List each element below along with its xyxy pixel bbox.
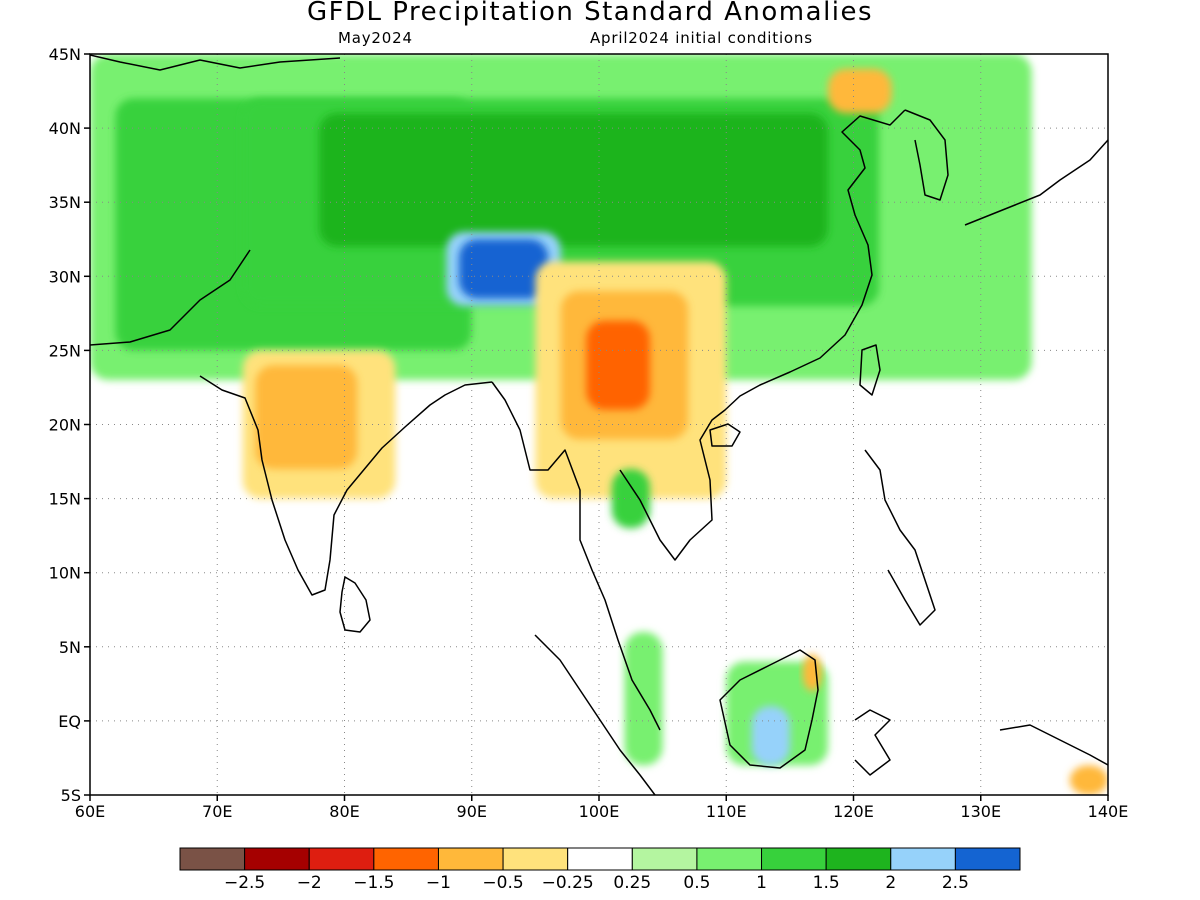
lon-tick-label: 130E xyxy=(960,802,1001,821)
valid-month-label: May2024 xyxy=(338,29,413,47)
colorbar-label: −2.5 xyxy=(224,873,265,893)
lat-tick-label: 20N xyxy=(49,416,81,435)
colorbar-label: −0.5 xyxy=(482,873,523,893)
lon-tick-label: 80E xyxy=(329,802,359,821)
lon-tick-label: 120E xyxy=(833,802,874,821)
coastline-japan xyxy=(964,139,1108,226)
coastline-borneo xyxy=(719,649,819,769)
anomaly-region-13 xyxy=(751,706,790,766)
colorbar: −2.5 −2 −1.5 −1 −0.5 −0.25 0.25 0.5 1 1.5 2 2.5 xyxy=(179,847,1021,893)
lon-tick-label: 100E xyxy=(579,802,620,821)
anomaly-region-7 xyxy=(255,365,358,469)
colorbar-label: 0.5 xyxy=(683,873,710,893)
coastline-sulawesi xyxy=(854,709,891,776)
lat-tick-label: EQ xyxy=(58,712,81,731)
colorbar-label: 1 xyxy=(756,873,767,893)
colorbar-label: 2.5 xyxy=(942,873,969,893)
coastline-india xyxy=(199,375,493,596)
colorbar-label: 0.25 xyxy=(613,873,651,893)
colorbar-label: −2 xyxy=(297,873,322,893)
coastline-hainan xyxy=(709,423,741,447)
lat-tick-label: 45N xyxy=(49,45,81,64)
lat-tick-label: 30N xyxy=(49,267,81,286)
colorbar-swatch xyxy=(437,847,504,871)
axis-ticks: 60E 70E 80E 90E 100E 110E 120E 130E 140E 45N 40N 35… xyxy=(49,45,1129,821)
coastline-philippines xyxy=(864,449,936,626)
colorbar-swatch xyxy=(825,847,892,871)
lon-tick-label: 60E xyxy=(75,802,105,821)
lon-tick-label: 70E xyxy=(202,802,232,821)
colorbar-swatch xyxy=(696,847,763,871)
coastline-south-china xyxy=(619,109,906,561)
lon-tick-label: 140E xyxy=(1088,802,1129,821)
colorbar-label: −1 xyxy=(426,873,451,893)
anomaly-region-5 xyxy=(459,239,549,299)
colorbar-label: 2 xyxy=(885,873,896,893)
plot-area xyxy=(90,54,1108,795)
colorbar-swatch xyxy=(954,847,1021,871)
colorbar-swatch xyxy=(631,847,698,871)
lat-tick-label: 15N xyxy=(49,490,81,509)
lat-tick-label: 35N xyxy=(49,193,81,212)
colorbar-swatch xyxy=(373,847,439,871)
anomaly-layer xyxy=(90,54,1108,795)
coastline-new-guinea xyxy=(999,724,1108,766)
colorbar-label: −0.25 xyxy=(542,873,594,893)
colorbar-swatch xyxy=(308,847,375,871)
anomaly-region-14 xyxy=(802,654,822,692)
colorbar-label: −1.5 xyxy=(353,873,394,893)
lat-tick-label: 25N xyxy=(49,341,81,360)
lat-tick-label: 40N xyxy=(49,119,81,138)
anomaly-region-17 xyxy=(1069,765,1108,795)
coastline-sri-lanka xyxy=(339,576,371,633)
colorbar-swatch xyxy=(567,847,633,871)
lat-tick-label: 5S xyxy=(61,786,81,805)
anomaly-region-3 xyxy=(319,113,829,247)
lat-tick-label: 10N xyxy=(49,564,81,583)
coastline-sumatra xyxy=(534,634,656,795)
colorbar-swatch xyxy=(179,847,246,871)
colorbar-swatch xyxy=(502,847,569,871)
lat-tick-label: 5N xyxy=(59,638,81,657)
lon-tick-label: 90E xyxy=(457,802,487,821)
initial-conditions-label: April2024 initial conditions xyxy=(590,29,813,47)
colorbar-swatch xyxy=(890,847,956,871)
coastline-korea xyxy=(904,109,949,201)
colorbar-swatch xyxy=(244,847,310,871)
coastline-indochina xyxy=(491,381,661,731)
anomaly-region-10 xyxy=(586,320,650,410)
coastline-taiwan xyxy=(859,344,881,396)
map-title: GFDL Precipitation Standard Anomalies xyxy=(306,0,874,27)
colorbar-label: 1.5 xyxy=(813,873,840,893)
border-line-west xyxy=(90,249,251,346)
coastline-layer xyxy=(90,54,1108,795)
lon-tick-label: 110E xyxy=(706,802,747,821)
colorbar-swatch xyxy=(761,847,827,871)
anomaly-region-11 xyxy=(828,68,892,114)
coastline-northwest xyxy=(90,54,341,71)
